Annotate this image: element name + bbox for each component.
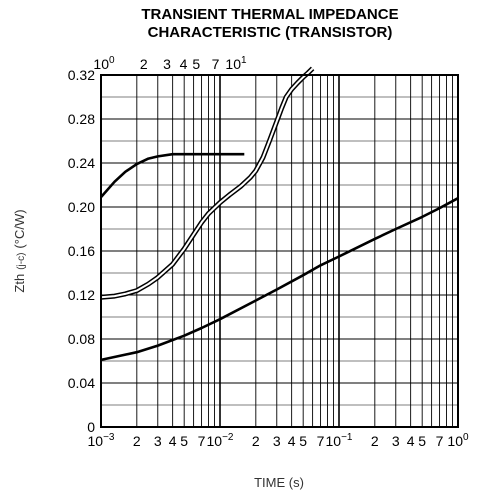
x-tick-label: 2 (252, 433, 260, 449)
y-tick-label: 0.32 (68, 67, 95, 83)
grid-lines (100, 74, 458, 428)
series-line-1 (100, 152, 245, 198)
y-tick-label: 0 (87, 419, 95, 435)
y-tick-label: 0.20 (68, 199, 95, 215)
x-tick-label-top: 3 (163, 56, 171, 72)
x-tick-label-top: 100 (93, 55, 115, 72)
x-tick-label: 3 (154, 433, 162, 449)
x-tick-label: 5 (299, 433, 307, 449)
y-tick-label: 0.08 (68, 331, 95, 347)
x-tick-label: 4 (169, 433, 177, 449)
x-tick-label: 5 (180, 433, 188, 449)
x-tick-label-top: 101 (225, 55, 247, 72)
y-axis-label-main: Zth (12, 274, 27, 293)
y-tick-label: 0.28 (68, 111, 95, 127)
x-tick-label: 4 (407, 433, 415, 449)
x-tick-label: 7 (317, 433, 325, 449)
y-tick-label: 0.04 (68, 375, 95, 391)
x-tick-labels-top: 100 2 3 4 5 7 101 (93, 55, 247, 72)
x-tick-label-top: 2 (140, 56, 148, 72)
x-tick-label: 100 (447, 432, 469, 449)
x-axis-label: TIME (s) (254, 475, 304, 490)
chart-title-line-1: TRANSIENT THERMAL IMPEDANCE (141, 6, 399, 23)
series-line-2-inner (100, 67, 314, 299)
y-tick-labels: 0 0.04 0.08 0.12 0.16 0.20 0.24 0.28 0.32 (68, 67, 95, 435)
x-tick-label: 7 (436, 433, 444, 449)
series-line-3 (100, 197, 459, 362)
x-tick-labels-bottom: 10−3 2 3 4 5 7 10−2 2 3 4 5 7 10−1 2 3 4 5 7 100 (88, 432, 470, 449)
series-curves (100, 66, 459, 362)
y-axis-label: Zth (j-c) (°C/W) (12, 209, 27, 292)
y-axis-label-unit: (°C/W) (12, 209, 27, 248)
x-tick-label: 3 (273, 433, 281, 449)
x-tick-label-top: 5 (192, 56, 200, 72)
x-tick-label-top: 7 (212, 56, 220, 72)
x-tick-label-top: 4 (180, 56, 188, 72)
y-tick-label: 0.24 (68, 155, 95, 171)
x-tick-label: 10−1 (326, 432, 353, 449)
series-line-2-outline (100, 66, 315, 300)
y-tick-label: 0.16 (68, 243, 95, 259)
chart-title: TRANSIENT THERMAL IMPEDANCE CHARACTERIST… (100, 6, 440, 42)
plot-frame (100, 74, 459, 428)
x-tick-label: 10−2 (207, 432, 234, 449)
x-tick-label: 3 (392, 433, 400, 449)
x-tick-label: 10−3 (88, 432, 115, 449)
y-tick-label: 0.12 (68, 287, 95, 303)
x-tick-label: 5 (418, 433, 426, 449)
x-tick-label: 2 (133, 433, 141, 449)
chart-title-line-2: CHARACTERISTIC (TRANSISTOR) (147, 24, 393, 41)
y-axis-label-sub: (j-c) (16, 253, 27, 270)
x-tick-label: 2 (371, 433, 379, 449)
x-tick-label: 4 (288, 433, 296, 449)
x-tick-label: 7 (198, 433, 206, 449)
